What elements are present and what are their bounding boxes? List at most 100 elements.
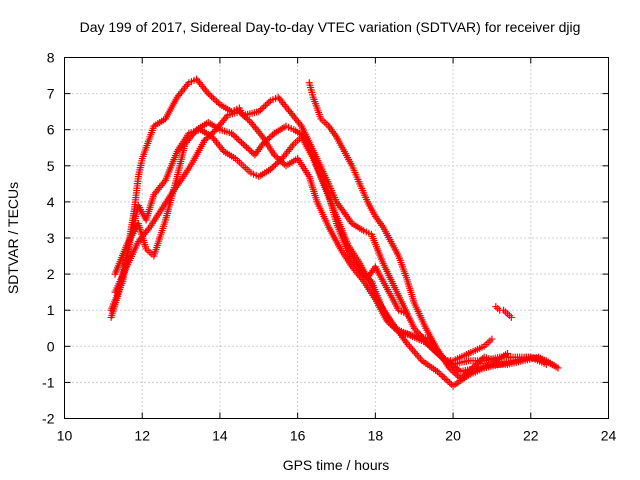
x-tick-label: 10 bbox=[57, 428, 73, 444]
y-tick-label: 6 bbox=[47, 122, 55, 138]
data-point-interp bbox=[454, 372, 462, 380]
data-point-interp bbox=[444, 377, 452, 385]
data-point-interp bbox=[388, 322, 396, 330]
data-point-interp bbox=[248, 148, 256, 156]
data-point bbox=[239, 140, 247, 148]
data-point-interp bbox=[204, 133, 212, 141]
data-point-interp bbox=[206, 91, 214, 99]
data-point-interp bbox=[231, 132, 239, 140]
data-point bbox=[469, 364, 476, 372]
data-point-interp bbox=[238, 139, 246, 147]
y-tick-label: 4 bbox=[47, 194, 55, 210]
series-track-7 bbox=[492, 303, 515, 321]
data-point bbox=[228, 129, 236, 137]
data-point-interp bbox=[245, 117, 253, 125]
data-point-interp bbox=[274, 154, 282, 162]
y-tick-label: -1 bbox=[42, 374, 55, 390]
data-point-interp bbox=[393, 326, 401, 334]
data-point bbox=[200, 137, 208, 145]
data-point bbox=[383, 317, 391, 325]
data-point-interp bbox=[437, 371, 445, 379]
data-point bbox=[554, 364, 562, 372]
data-point-interp bbox=[447, 366, 455, 374]
y-tick-label: -2 bbox=[42, 411, 55, 427]
data-point-interp bbox=[460, 372, 468, 380]
data-point-interp bbox=[470, 362, 478, 370]
data-point-interp bbox=[439, 372, 447, 380]
data-point-interp bbox=[475, 358, 483, 366]
data-point bbox=[488, 335, 496, 343]
data-point-interp bbox=[277, 157, 285, 165]
series-track-6 bbox=[356, 263, 410, 318]
data-point-interp bbox=[244, 115, 252, 123]
data-point-interp bbox=[465, 367, 473, 375]
x-tick-label: 24 bbox=[601, 428, 617, 444]
data-point-interp bbox=[211, 96, 219, 104]
y-tick-label: 0 bbox=[47, 338, 55, 354]
data-point-interp bbox=[279, 159, 287, 167]
data-point-interp bbox=[244, 145, 252, 153]
data-point-interp bbox=[265, 134, 273, 142]
data-point-interp bbox=[440, 374, 448, 382]
x-tick-label: 20 bbox=[445, 428, 461, 444]
data-point-interp bbox=[267, 132, 275, 140]
data-point-interp bbox=[256, 106, 264, 114]
data-point-interp bbox=[478, 355, 486, 363]
data-point-interp bbox=[246, 146, 254, 154]
series-track-4 bbox=[111, 108, 562, 376]
data-point-interp bbox=[237, 109, 245, 117]
data-point-interp bbox=[442, 376, 450, 384]
data-point-interp bbox=[450, 369, 458, 377]
data-point-interp bbox=[452, 370, 460, 378]
x-tick-label: 18 bbox=[368, 428, 384, 444]
data-point-interp bbox=[210, 127, 218, 135]
data-point-interp bbox=[386, 320, 394, 328]
data-point-interp bbox=[462, 370, 470, 378]
data-point-interp bbox=[207, 130, 215, 138]
data-point-interp bbox=[233, 134, 241, 142]
data-point bbox=[235, 108, 243, 116]
data-point bbox=[255, 108, 263, 116]
data-point-interp bbox=[234, 135, 242, 143]
data-point-interp bbox=[261, 101, 269, 109]
data-point-interp bbox=[271, 161, 279, 169]
data-point-interp bbox=[240, 112, 248, 120]
data-point-interp bbox=[209, 129, 217, 137]
data-point-interp bbox=[473, 359, 481, 367]
data-point-interp bbox=[260, 103, 268, 111]
chart-title: Day 199 of 2017, Sidereal Day-to-day VTE… bbox=[80, 19, 581, 35]
data-point-interp bbox=[459, 373, 467, 381]
data-point-interp bbox=[258, 105, 266, 113]
data-point bbox=[434, 368, 442, 376]
data-point-interp bbox=[241, 142, 249, 150]
data-point-interp bbox=[390, 323, 398, 331]
data-point-interp bbox=[202, 135, 210, 143]
x-axis-label: GPS time / hours bbox=[283, 457, 390, 473]
y-tick-label: 2 bbox=[47, 266, 55, 282]
data-point-interp bbox=[449, 367, 457, 375]
data-point-interp bbox=[446, 379, 454, 387]
y-tick-label: 5 bbox=[47, 158, 55, 174]
y-tick-label: 1 bbox=[47, 302, 55, 318]
data-point bbox=[270, 151, 278, 159]
data-point-interp bbox=[477, 356, 485, 364]
x-tick-label: 14 bbox=[212, 428, 228, 444]
data-point-interp bbox=[213, 97, 221, 105]
data-point bbox=[503, 350, 511, 358]
data-point-interp bbox=[467, 366, 475, 374]
data-point-interp bbox=[243, 143, 251, 151]
data-point bbox=[445, 364, 453, 372]
x-tick-label: 12 bbox=[134, 428, 150, 444]
data-point-interp bbox=[275, 156, 283, 164]
data-point-interp bbox=[229, 131, 237, 139]
y-tick-label: 8 bbox=[47, 50, 55, 66]
data-point-interp bbox=[242, 114, 250, 122]
data-point-interp bbox=[270, 162, 278, 170]
data-point-interp bbox=[205, 132, 213, 140]
data-point-interp bbox=[272, 153, 280, 161]
data-points bbox=[107, 75, 562, 390]
y-tick-label: 3 bbox=[47, 230, 55, 246]
series-track-5 bbox=[305, 79, 511, 383]
